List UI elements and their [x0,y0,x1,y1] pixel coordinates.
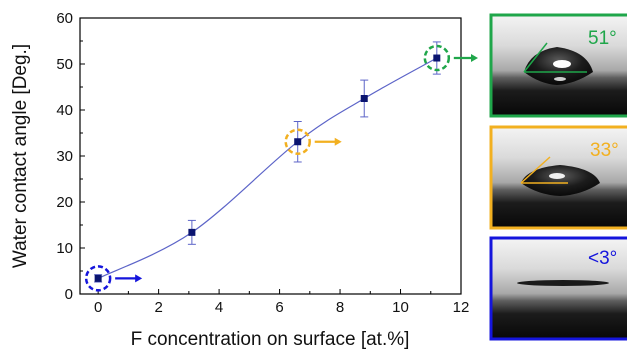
fit-curve [97,57,438,279]
contact-angle-line [523,42,548,73]
panel-frame [489,236,627,341]
y-tick-label: 40 [56,102,73,119]
y-tick-label: 50 [56,56,73,73]
panel-frame [489,125,627,230]
x-tick-label: 2 [154,299,162,316]
plot-area: 0 2 4 6 8 10 12 0 10 20 30 40 50 60 [56,10,478,316]
contact-angle-line [520,156,551,184]
y-tick-label: 60 [56,10,73,27]
x-tick-label: 0 [94,299,102,316]
panel-frame [489,13,627,118]
y-tick-label: 20 [56,194,73,211]
highlight-circle [284,128,311,155]
highlight-circle [423,44,451,72]
data-point [188,228,196,236]
x-axis: 0 2 4 6 8 10 12 [94,289,469,316]
data-point [94,274,102,282]
panel-label: 33° [590,140,619,161]
droplet-reflection-lower [554,77,566,81]
x-tick-label: 8 [336,299,344,316]
pointer-arrow-head [135,274,143,283]
x-axis-title: F concentration on surface [at.%] [131,329,410,350]
x-tick-label: 4 [215,299,223,316]
data-point [433,54,441,62]
droplet-panel-33: 33° [489,125,627,230]
plot-frame [79,17,462,295]
pointer-arrow-head [334,137,342,146]
y-tick-label: 10 [56,240,73,257]
data-points [94,54,441,282]
y-axis: 0 10 20 30 40 50 60 [56,10,85,303]
x-tick-label: 12 [453,299,470,316]
panel-label: <3° [588,248,617,269]
data-point [360,95,368,102]
droplet-reflection [553,60,571,68]
x-tick-label: 6 [275,299,283,316]
highlight-circles [84,44,478,292]
y-axis-title: Water contact angle [Deg.] [10,44,31,268]
y-tick-label: 30 [56,148,73,165]
droplet-panel-51: 51° [489,13,627,118]
data-point [294,138,302,146]
droplet-shape [517,280,609,286]
y-tick-label: 0 [65,286,73,303]
droplet-shape [521,165,600,196]
error-bars [94,41,441,283]
pointer-arrow-head [471,54,478,63]
panel-label: 51° [588,28,617,49]
highlight-circle [84,265,112,292]
droplet-panel-under-3: <3° [489,236,627,341]
droplet-reflection [549,173,565,179]
x-tick-label: 10 [392,299,409,316]
